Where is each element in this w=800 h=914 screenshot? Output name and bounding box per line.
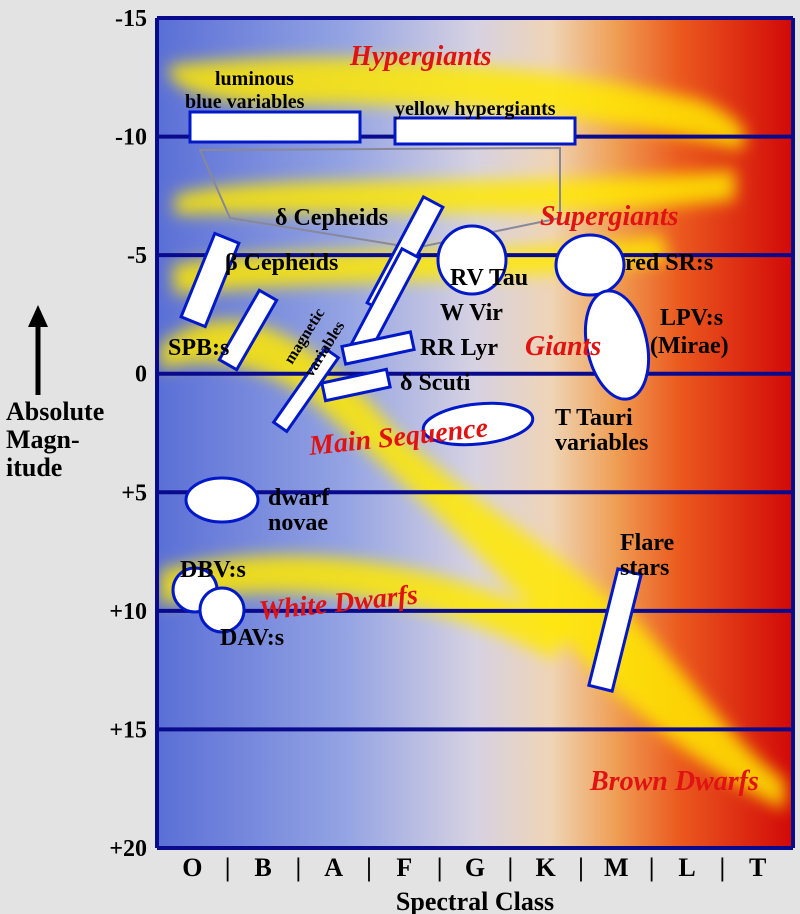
svg-text:+5: +5 — [121, 480, 147, 506]
svg-text:K: K — [536, 853, 557, 882]
svg-text:SPB:s: SPB:s — [168, 335, 229, 361]
svg-text:T: T — [749, 853, 766, 882]
svg-text:-10: -10 — [115, 125, 147, 151]
svg-text:Hypergiants: Hypergiants — [349, 41, 492, 72]
svg-text:blue variables: blue variables — [185, 91, 305, 113]
svg-text:L: L — [678, 853, 695, 882]
svg-text:novae: novae — [268, 510, 328, 536]
svg-text:LPV:s: LPV:s — [660, 305, 723, 331]
svg-text:variables: variables — [555, 430, 648, 456]
svg-text:stars: stars — [620, 555, 669, 581]
svg-text:RR Lyr: RR Lyr — [420, 335, 498, 361]
svg-text:|: | — [437, 853, 443, 882]
hr-diagram: -15 -10 -5 0 +5 +10 +15 +20 O B | A | F | G | K | M | L | T | Spe… — [0, 0, 800, 914]
svg-text:-15: -15 — [115, 6, 147, 32]
svg-text:G: G — [465, 853, 485, 882]
svg-text:+15: +15 — [109, 717, 147, 743]
svg-text:Magn-: Magn- — [6, 425, 80, 454]
svg-text:|: | — [649, 853, 655, 882]
svg-text:Giants: Giants — [525, 331, 601, 362]
svg-text:|: | — [295, 853, 301, 882]
svg-text:red SR:s: red SR:s — [625, 250, 713, 276]
svg-text:Absolute: Absolute — [6, 397, 104, 426]
svg-text:yellow hypergiants: yellow hypergiants — [395, 98, 556, 120]
svg-text:O: O — [182, 853, 202, 882]
svg-text:T Tauri: T Tauri — [555, 405, 633, 431]
svg-text:|: | — [507, 853, 513, 882]
svg-text:β Cepheids: β Cepheids — [225, 250, 338, 276]
svg-text:|: | — [719, 853, 725, 882]
svg-text:A: A — [324, 853, 343, 882]
svg-text:(Mirae): (Mirae) — [650, 333, 729, 359]
svg-text:dwarf: dwarf — [268, 485, 330, 511]
svg-text:0: 0 — [135, 362, 147, 388]
svg-text:+10: +10 — [109, 599, 147, 625]
svg-text:DBV:s: DBV:s — [180, 557, 246, 583]
svg-text:+20: +20 — [109, 836, 147, 862]
svg-text:Spectral Class: Spectral Class — [396, 887, 554, 914]
svg-text:-5: -5 — [127, 243, 147, 269]
svg-text:F: F — [396, 853, 412, 882]
svg-text:|: | — [225, 853, 231, 882]
svg-text:B: B — [254, 853, 271, 882]
svg-text:W Vir: W Vir — [440, 300, 503, 326]
svg-text:RV Tau: RV Tau — [450, 265, 528, 291]
svg-text:|: | — [578, 853, 584, 882]
svg-text:itude: itude — [6, 453, 62, 482]
svg-text:δ Scuti: δ Scuti — [400, 370, 471, 396]
svg-text:M: M — [604, 853, 629, 882]
svg-text:|: | — [366, 853, 372, 882]
svg-text:δ Cepheids: δ Cepheids — [275, 205, 388, 231]
svg-text:DAV:s: DAV:s — [220, 625, 284, 651]
svg-text:Supergiants: Supergiants — [540, 201, 679, 232]
svg-text:Flare: Flare — [620, 530, 675, 556]
svg-text:Brown Dwarfs: Brown Dwarfs — [589, 766, 759, 797]
svg-text:luminous: luminous — [215, 68, 294, 90]
